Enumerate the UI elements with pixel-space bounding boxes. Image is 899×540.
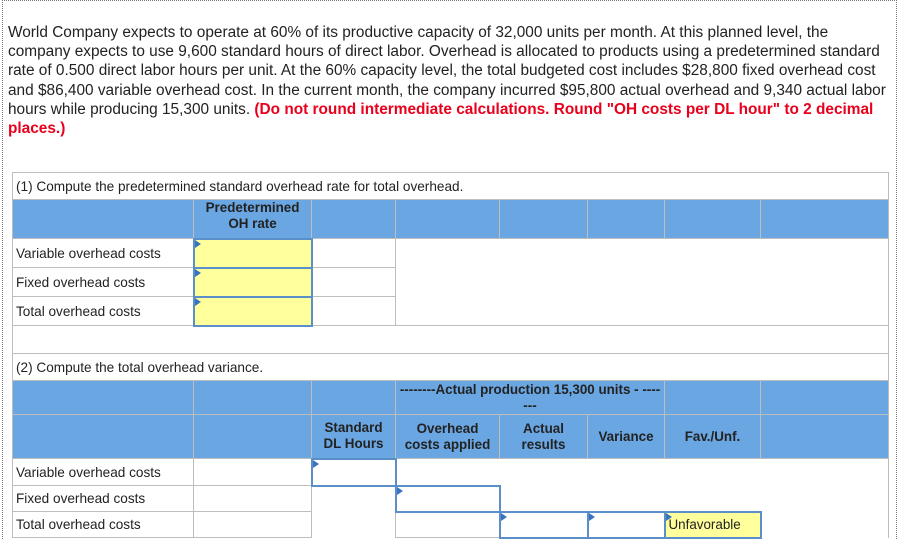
- span-header-text: --------Actual production 15,300 units -…: [399, 381, 661, 413]
- header-cell: [759, 414, 890, 459]
- worksheet: (1) Compute the predetermined standard o…: [11, 172, 890, 539]
- header-cell: [587, 199, 665, 239]
- problem-text: World Company expects to operate at 60% …: [8, 23, 892, 138]
- header-cell: [759, 199, 890, 239]
- cell: [311, 296, 396, 326]
- cell: [193, 458, 312, 486]
- blank: [394, 458, 890, 486]
- row-label: Fixed overhead costs: [12, 267, 194, 297]
- header-cell: [759, 380, 890, 415]
- input-cell[interactable]: [586, 510, 666, 539]
- header-cell: [12, 199, 194, 239]
- cell: [311, 267, 396, 297]
- blank: [394, 296, 890, 326]
- column-header: Fav./Unf.: [664, 414, 761, 459]
- fav-unf-select[interactable]: Unfavorable: [663, 510, 762, 539]
- input-cell[interactable]: [192, 295, 313, 327]
- row-label: Variable overhead costs: [12, 238, 194, 268]
- header-cell: [193, 414, 312, 459]
- row-label: Fixed overhead costs: [12, 485, 194, 512]
- header-cell: Predetermined OH rate: [193, 199, 312, 239]
- instruction: (Do not round intermediate calculations.…: [8, 100, 874, 138]
- blank: [394, 238, 890, 268]
- part1-title: (1) Compute the predetermined standard o…: [11, 172, 890, 200]
- blank: [311, 511, 396, 538]
- header-cell: [395, 199, 500, 239]
- input-cell[interactable]: [192, 237, 313, 269]
- column-header: Overhead costs applied: [395, 414, 500, 459]
- header-cell: [193, 380, 312, 415]
- cell: [395, 511, 500, 538]
- blank: [498, 485, 890, 512]
- cell: [311, 238, 396, 268]
- column-header: Variance: [587, 414, 665, 459]
- span-header: --------Actual production 15,300 units -…: [395, 380, 665, 415]
- input-cell[interactable]: [310, 457, 397, 487]
- blank: [759, 511, 890, 538]
- column-header: Standard DL Hours: [311, 414, 396, 459]
- problem-body: World Company expects to operate at 60% …: [8, 24, 886, 118]
- blank: [394, 267, 890, 297]
- header-cell: [499, 199, 588, 239]
- input-cell[interactable]: [192, 266, 313, 298]
- row-label: Total overhead costs: [12, 511, 194, 538]
- header-cell: [664, 380, 761, 415]
- blank: [311, 485, 396, 512]
- row-label: Total overhead costs: [12, 296, 194, 326]
- column-header: Actual results: [499, 414, 588, 459]
- part2-title: (2) Compute the total overhead variance.: [11, 353, 890, 381]
- header-cell: [311, 380, 396, 415]
- spacer: [11, 325, 890, 354]
- cell: [193, 511, 312, 538]
- blank: [193, 485, 312, 512]
- input-cell[interactable]: [394, 484, 501, 513]
- header-cell: [12, 414, 194, 459]
- input-cell[interactable]: [498, 510, 589, 539]
- header-cell: [664, 199, 761, 239]
- header-cell: [311, 199, 396, 239]
- header-cell: [12, 380, 194, 415]
- row-label: Variable overhead costs: [12, 458, 194, 486]
